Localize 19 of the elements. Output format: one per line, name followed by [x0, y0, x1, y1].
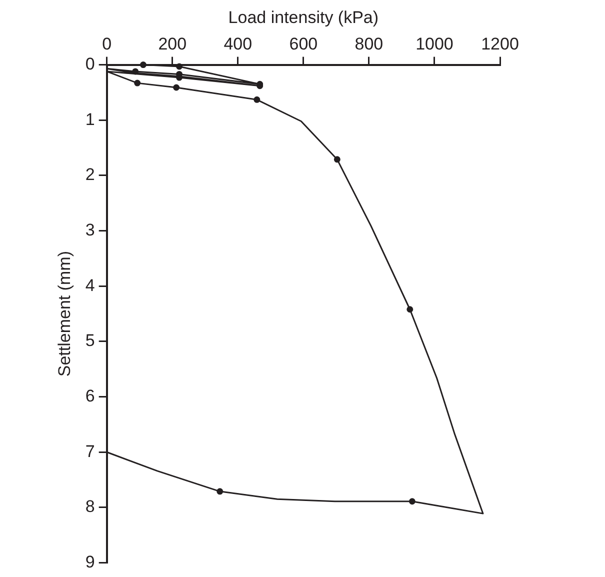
- x-tick-label: 1200: [481, 34, 519, 54]
- y-tick-label: 5: [85, 331, 95, 350]
- x-axis-title: Load intensity (kPa): [228, 8, 379, 27]
- y-axis-title: Settlement (mm): [54, 250, 74, 377]
- y-tick-label: 8: [85, 497, 95, 516]
- x-tick-label: 0: [102, 34, 112, 54]
- y-tick-label: 4: [85, 276, 95, 295]
- y-tick-label: 7: [85, 442, 95, 461]
- x-tick-label: 800: [354, 34, 384, 54]
- y-tick-label: 0: [85, 54, 95, 74]
- x-tick-label: 400: [224, 34, 252, 54]
- y-tick-label: 3: [85, 220, 95, 240]
- y-tick-label: 6: [85, 386, 95, 406]
- y-tick-label: 2: [85, 165, 95, 184]
- y-tick-label: 1: [85, 110, 95, 129]
- x-tick-label: 1000: [416, 34, 454, 54]
- x-tick-label: 600: [289, 34, 318, 54]
- x-tick-label: 200: [158, 34, 187, 54]
- y-tick-label: 9: [85, 552, 95, 572]
